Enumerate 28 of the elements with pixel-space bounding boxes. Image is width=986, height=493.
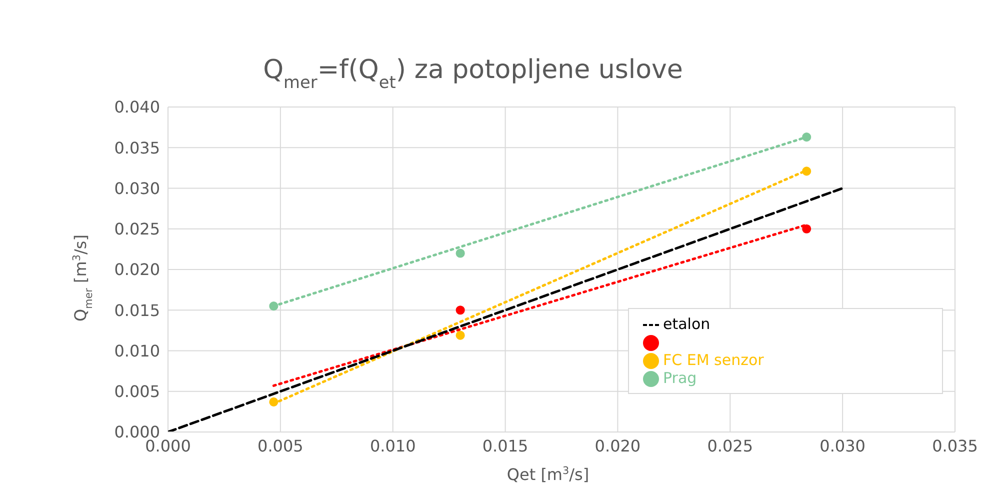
legend-label: etalon [663, 315, 710, 333]
point [456, 330, 465, 340]
point [269, 302, 278, 311]
chart-title: Q$_{mer}$=f(Q$_{et}$) za potopljene uslove [263, 55, 683, 92]
y-tick-label: 0.035 [114, 138, 160, 158]
y-tick-label: 0.020 [114, 260, 160, 280]
x-tick-label: 0.035 [932, 436, 978, 456]
x-tick-label: 0.020 [594, 436, 641, 456]
point [802, 166, 812, 176]
x-tick-label: 0.015 [482, 436, 528, 456]
y-tick-label: 0.025 [114, 220, 160, 239]
point [802, 224, 812, 234]
y-tick-label: 0.005 [114, 382, 160, 402]
y-tick-label: 0.015 [114, 300, 160, 320]
x-axis-title: Qet [m$^{3}$/s] [506, 465, 590, 484]
x-tick-label: 0.005 [258, 436, 304, 456]
point [456, 306, 465, 315]
legend-label: Prag [663, 369, 697, 387]
y-tick-label: 0.030 [114, 178, 160, 198]
x-tick-label: 0.030 [820, 436, 866, 456]
y-tick-label: 0.040 [114, 98, 160, 117]
legend-label: FC EM senzor [663, 351, 764, 369]
x-tick-label: 0.010 [370, 436, 416, 456]
y-tick-label: 0.010 [114, 341, 160, 360]
x-tick-label: 0.025 [707, 436, 754, 456]
point [456, 248, 465, 258]
point [802, 132, 812, 142]
point [269, 397, 278, 406]
